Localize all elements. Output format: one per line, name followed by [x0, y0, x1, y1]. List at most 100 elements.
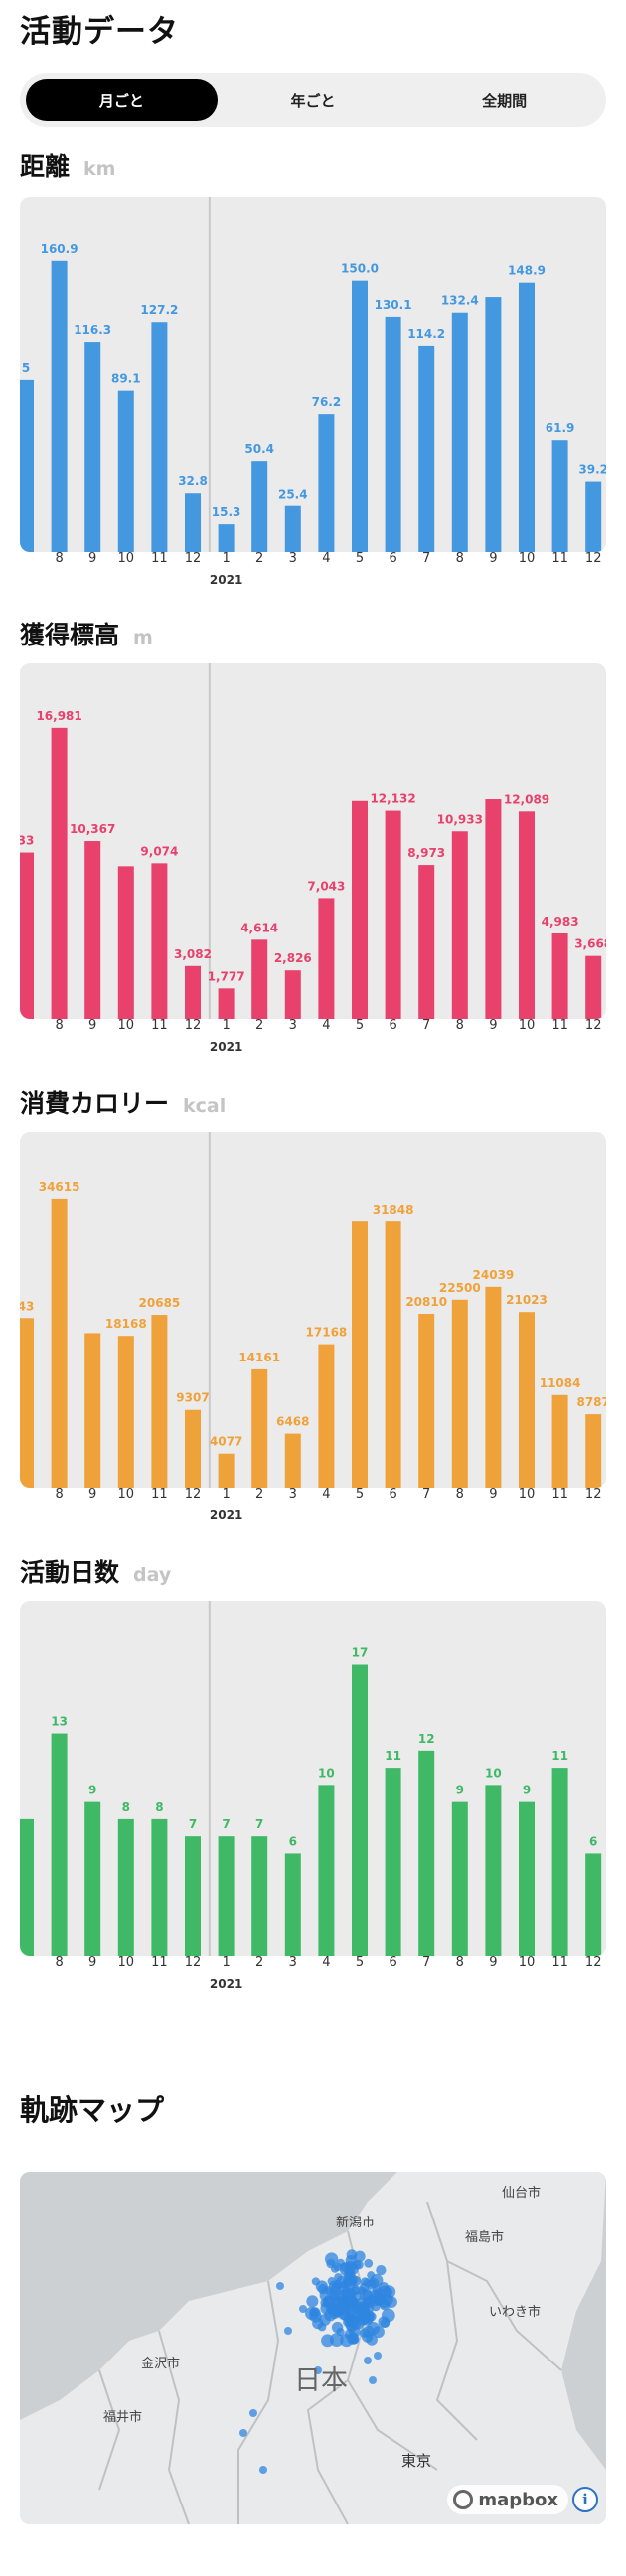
chart-bar[interactable]	[284, 1853, 301, 1956]
chart-bar[interactable]	[284, 970, 301, 1019]
x-tick-label: 12	[185, 551, 202, 566]
chart-bar[interactable]	[20, 852, 34, 1019]
chart-bar[interactable]	[251, 461, 268, 552]
chart-bar[interactable]	[318, 414, 335, 552]
chart-bar[interactable]	[218, 524, 235, 552]
chart-bar[interactable]	[385, 1221, 401, 1488]
chart-bar[interactable]	[485, 799, 502, 1019]
chart-bar[interactable]	[585, 1853, 602, 1956]
chart-bar[interactable]	[418, 345, 435, 552]
chart-bar[interactable]	[519, 1801, 535, 1956]
chart-bar[interactable]	[151, 863, 168, 1019]
chart-bar[interactable]	[84, 342, 101, 552]
chart-bar[interactable]	[551, 932, 568, 1019]
chart-data-label: 24039	[473, 1268, 515, 1282]
chart-bar[interactable]	[151, 1818, 168, 1956]
chart-bar[interactable]	[352, 800, 368, 1019]
track-point	[359, 2328, 370, 2339]
chart-bar[interactable]	[218, 1836, 235, 1956]
chart-data-label: 4077	[210, 1435, 242, 1449]
chart-bar[interactable]	[185, 1409, 201, 1488]
track-map[interactable]: 仙台市 新潟市 福島市 いわき市 金沢市 福井市 日本 東京 mapbox i	[20, 2172, 606, 2524]
chart-bar[interactable]	[251, 1836, 268, 1956]
x-tick-label: 11	[151, 1018, 168, 1033]
tab-yearly[interactable]: 年ごと	[290, 91, 336, 110]
x-tick-label: 9	[88, 1487, 96, 1502]
chart-bar[interactable]	[151, 322, 168, 552]
chart-bar[interactable]	[84, 1801, 101, 1956]
chart-bar[interactable]	[117, 866, 134, 1019]
chart-bar[interactable]	[117, 1818, 134, 1956]
chart-bar[interactable]	[251, 1368, 268, 1488]
x-tick-label: 10	[519, 1955, 536, 1970]
chart-bar[interactable]	[551, 1394, 568, 1488]
x-tick-label: 5	[356, 1018, 364, 1033]
mapbox-logo[interactable]: mapbox	[447, 2485, 568, 2514]
chart-bar[interactable]	[519, 282, 535, 552]
x-tick-label: 9	[88, 1018, 96, 1033]
chart-bar[interactable]	[551, 1768, 568, 1956]
chart-bar[interactable]	[51, 1733, 68, 1956]
chart-bar[interactable]	[418, 1750, 435, 1956]
distance-chart[interactable]: 5 160.9 116.3 89.1 127.2 32.8 15.3 50.4 25.4 76.2…	[20, 197, 606, 552]
chart-bar[interactable]	[20, 1318, 34, 1488]
tab-all-time[interactable]: 全期間	[482, 91, 528, 110]
chart-bar[interactable]	[284, 505, 301, 552]
track-point	[327, 2306, 341, 2320]
chart-bar[interactable]	[451, 1299, 468, 1488]
chart-bar[interactable]	[352, 1221, 368, 1488]
chart-bar[interactable]	[551, 440, 568, 552]
chart-bar[interactable]	[117, 390, 134, 552]
chart-bar[interactable]	[585, 481, 602, 552]
chart-bar[interactable]	[519, 1312, 535, 1488]
chart-bar[interactable]	[352, 1664, 368, 1956]
chart-bar[interactable]	[519, 811, 535, 1019]
chart-bar[interactable]	[284, 1433, 301, 1488]
chart-bar[interactable]	[485, 1785, 502, 1956]
chart-bar[interactable]	[451, 831, 468, 1019]
chart-bar[interactable]	[151, 1315, 168, 1488]
elevation-chart[interactable]: 33 16,981 10,367 9,074 3,082 1,777 4,614 2,826 7…	[20, 663, 606, 1019]
chart-bar[interactable]	[585, 1414, 602, 1488]
chart-bar[interactable]	[84, 1333, 101, 1488]
chart-bar[interactable]	[218, 1453, 235, 1488]
chart-bar[interactable]	[51, 260, 68, 552]
chart-bar[interactable]	[352, 280, 368, 552]
info-icon[interactable]: i	[572, 2487, 598, 2512]
chart-bar[interactable]	[51, 727, 68, 1019]
chart-bar[interactable]	[585, 955, 602, 1019]
chart-bar[interactable]	[485, 1286, 502, 1488]
chart-bar[interactable]	[185, 1836, 201, 1956]
chart-bar[interactable]	[318, 1344, 335, 1488]
chart-bar[interactable]	[385, 1768, 401, 1956]
chart-data-label: 22500	[439, 1281, 481, 1295]
active-days-chart[interactable]: 13 9 8 8 7 7 7 6 10 17 11 12 9 10 9 11 6	[20, 1601, 606, 1956]
chart-bar[interactable]	[418, 1313, 435, 1488]
x-tick-label: 11	[551, 1487, 568, 1502]
tab-monthly[interactable]: 月ごと	[26, 79, 218, 121]
chart-data-label: 7	[189, 1817, 197, 1831]
calories-chart[interactable]: 43 34615 18168 20685 9307 4077 14161 6468 17168 3…	[20, 1132, 606, 1488]
chart-bar[interactable]	[185, 493, 201, 552]
chart-bar[interactable]	[20, 1818, 34, 1956]
chart-bar[interactable]	[318, 898, 335, 1019]
chart-data-label: 17	[352, 1646, 369, 1660]
chart-bar[interactable]	[385, 810, 401, 1019]
track-point	[369, 2376, 377, 2384]
chart-bar[interactable]	[485, 297, 502, 552]
chart-bar[interactable]	[51, 1198, 68, 1488]
chart-bar[interactable]	[451, 1801, 468, 1956]
x-tick-label: 12	[585, 551, 602, 566]
chart-bar[interactable]	[251, 939, 268, 1019]
chart-bar[interactable]	[117, 1336, 134, 1488]
chart-bar[interactable]	[84, 841, 101, 1019]
x-tick-label: 2	[255, 1955, 263, 1970]
chart-data-label: 12,089	[504, 792, 549, 806]
chart-bar[interactable]	[185, 965, 201, 1019]
chart-bar[interactable]	[318, 1785, 335, 1956]
chart-bar[interactable]	[218, 988, 235, 1019]
chart-bar[interactable]	[20, 379, 34, 552]
chart-bar[interactable]	[418, 865, 435, 1019]
chart-bar[interactable]	[451, 312, 468, 552]
chart-bar[interactable]	[385, 316, 401, 552]
